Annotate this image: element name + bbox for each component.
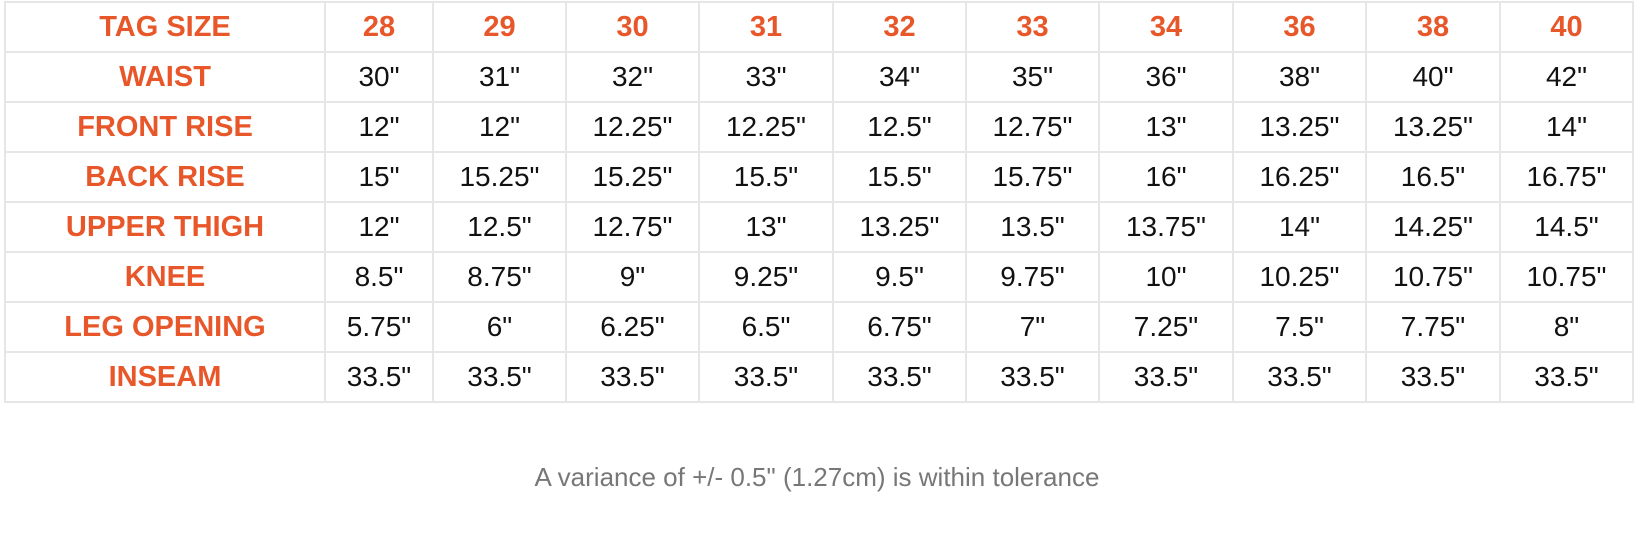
table-row: KNEE 8.5" 8.75" 9" 9.25" 9.5" 9.75" 10" 10.25" 10… — [4, 251, 1634, 303]
cell: 7.75" — [1365, 301, 1501, 353]
cell: 12" — [324, 201, 434, 253]
cell: 12.5" — [832, 101, 967, 153]
cell: 36" — [1098, 51, 1234, 103]
cell: 9" — [565, 251, 700, 303]
cell: 6.5" — [698, 301, 834, 353]
cell: 40" — [1365, 51, 1501, 103]
cell: 15.5" — [832, 151, 967, 203]
table-row: WAIST 30" 31" 32" 33" 34" 35" 36" 38" 40" 42" — [4, 51, 1634, 103]
cell: 33.5" — [1232, 351, 1367, 403]
cell: 14" — [1499, 101, 1634, 153]
table-row: INSEAM 33.5" 33.5" 33.5" 33.5" 33.5" 33.5" 33.5… — [4, 351, 1634, 403]
cell: 33.5" — [1098, 351, 1234, 403]
cell: 33.5" — [1365, 351, 1501, 403]
cell: 33 — [965, 1, 1100, 53]
cell: 12" — [432, 101, 567, 153]
cell: 12.25" — [698, 101, 834, 153]
cell: 33" — [698, 51, 834, 103]
cell: 6.25" — [565, 301, 700, 353]
cell: 12.5" — [432, 201, 567, 253]
cell: 15.75" — [965, 151, 1100, 203]
row-label: BACK RISE — [4, 151, 326, 203]
cell: 14.25" — [1365, 201, 1501, 253]
cell: 32 — [832, 1, 967, 53]
cell: 38 — [1365, 1, 1501, 53]
cell: 6.75" — [832, 301, 967, 353]
cell: 35" — [965, 51, 1100, 103]
table-row: BACK RISE 15" 15.25" 15.25" 15.5" 15.5" 15.75"… — [4, 151, 1634, 203]
cell: 34" — [832, 51, 967, 103]
cell: 12.75" — [565, 201, 700, 253]
cell: 36 — [1232, 1, 1367, 53]
cell: 13" — [1098, 101, 1234, 153]
tolerance-note: A variance of +/- 0.5" (1.27cm) is withi… — [534, 462, 1100, 492]
cell: 31 — [698, 1, 834, 53]
cell: 33.5" — [965, 351, 1100, 403]
cell: 9.75" — [965, 251, 1100, 303]
cell: 16.5" — [1365, 151, 1501, 203]
cell: 33.5" — [324, 351, 434, 403]
table-row: FRONT RISE 12" 12" 12.25" 12.25" 12.5" 12.75" 1… — [4, 101, 1634, 153]
cell: 12.75" — [965, 101, 1100, 153]
cell: 12.25" — [565, 101, 700, 153]
cell: 13.5" — [965, 201, 1100, 253]
header-row: TAG SIZE 28 29 30 31 32 33 34 36 38 40 — [4, 1, 1634, 53]
cell: 33.5" — [832, 351, 967, 403]
cell: 10.75" — [1499, 251, 1634, 303]
table-row: UPPER THIGH 12" 12.5" 12.75" 13" 13.25" 13.5" 1… — [4, 201, 1634, 253]
cell: 9.25" — [698, 251, 834, 303]
cell: 8.75" — [432, 251, 567, 303]
cell: 16.25" — [1232, 151, 1367, 203]
cell: 13.25" — [1232, 101, 1367, 153]
row-label: INSEAM — [4, 351, 326, 403]
cell: 15.25" — [432, 151, 567, 203]
cell: 30 — [565, 1, 700, 53]
cell: 33.5" — [1499, 351, 1634, 403]
cell: 40 — [1499, 1, 1634, 53]
cell: 10" — [1098, 251, 1234, 303]
cell: 31" — [432, 51, 567, 103]
cell: 15.5" — [698, 151, 834, 203]
cell: 33.5" — [565, 351, 700, 403]
cell: 8.5" — [324, 251, 434, 303]
cell: 13.75" — [1098, 201, 1234, 253]
cell: 12" — [324, 101, 434, 153]
row-label: KNEE — [4, 251, 326, 303]
cell: 30" — [324, 51, 434, 103]
cell: 7.5" — [1232, 301, 1367, 353]
cell: 29 — [432, 1, 567, 53]
table-row: LEG OPENING 5.75" 6" 6.25" 6.5" 6.75" 7" 7.25" 7… — [4, 301, 1634, 353]
cell: 7" — [965, 301, 1100, 353]
cell: 6" — [432, 301, 567, 353]
cell: 33.5" — [432, 351, 567, 403]
cell: 7.25" — [1098, 301, 1234, 353]
cell: 16.75" — [1499, 151, 1634, 203]
cell: 32" — [565, 51, 700, 103]
row-label: LEG OPENING — [4, 301, 326, 353]
cell: 33.5" — [698, 351, 834, 403]
cell: 9.5" — [832, 251, 967, 303]
cell: 34 — [1098, 1, 1234, 53]
cell: 15" — [324, 151, 434, 203]
cell: 10.75" — [1365, 251, 1501, 303]
cell: 15.25" — [565, 151, 700, 203]
row-label: UPPER THIGH — [4, 201, 326, 253]
cell: 14" — [1232, 201, 1367, 253]
cell: 13.25" — [832, 201, 967, 253]
cell: 16" — [1098, 151, 1234, 203]
row-label: FRONT RISE — [4, 101, 326, 153]
cell: 38" — [1232, 51, 1367, 103]
size-table: TAG SIZE 28 29 30 31 32 33 34 36 38 40 WAIST 30" 31" 3… — [4, 1, 1634, 403]
cell: 13" — [698, 201, 834, 253]
row-label: WAIST — [4, 51, 326, 103]
row-label: TAG SIZE — [4, 1, 326, 53]
cell: 13.25" — [1365, 101, 1501, 153]
cell: 42" — [1499, 51, 1634, 103]
cell: 10.25" — [1232, 251, 1367, 303]
cell: 28 — [324, 1, 434, 53]
cell: 8" — [1499, 301, 1634, 353]
cell: 14.5" — [1499, 201, 1634, 253]
cell: 5.75" — [324, 301, 434, 353]
